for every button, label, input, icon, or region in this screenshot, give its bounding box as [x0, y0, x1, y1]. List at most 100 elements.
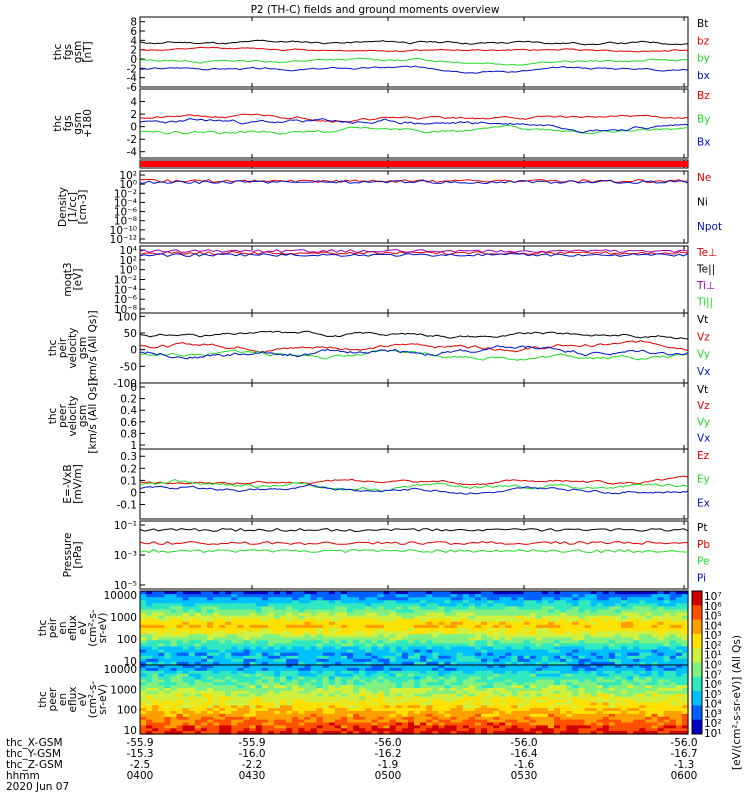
heatmap-cell — [219, 609, 226, 614]
heatmap-cell — [584, 600, 592, 604]
heatmap-cell — [645, 725, 653, 729]
heatmap-cell — [468, 615, 476, 620]
heatmap-cell — [669, 728, 677, 732]
heatmap-cell — [627, 600, 634, 604]
heatmap-cell — [322, 615, 330, 620]
heatmap-cell — [261, 665, 269, 669]
y-axis-label: (cm²-s- — [87, 681, 99, 719]
heatmap-cell — [395, 708, 403, 712]
heatmap-cell — [541, 673, 549, 678]
heatmap-cell — [529, 597, 537, 601]
heatmap-cell — [578, 624, 586, 629]
heatmap-cell — [529, 621, 537, 626]
heatmap-cell — [487, 728, 494, 732]
y-tick-label: 10⁻² — [114, 188, 137, 200]
heatmap-cell — [340, 597, 348, 601]
heatmap-cell — [523, 631, 531, 635]
heatmap-cell — [535, 673, 543, 678]
heatmap-cell — [395, 699, 403, 703]
heatmap-cell — [645, 652, 653, 657]
heatmap-cell — [505, 652, 512, 657]
heatmap-cell — [261, 731, 269, 735]
heatmap-cell — [219, 670, 226, 675]
heatmap-cell — [578, 615, 586, 620]
heatmap-cell — [426, 688, 433, 692]
heatmap-cell — [261, 600, 269, 604]
heatmap-cell — [274, 624, 281, 629]
heatmap-cell — [316, 618, 324, 623]
heatmap-cell — [280, 673, 287, 678]
heatmap-cell — [566, 728, 573, 732]
heatmap-cell — [584, 688, 592, 692]
heatmap-cell — [383, 673, 391, 678]
heatmap-cell — [225, 658, 232, 663]
heatmap-cell — [481, 725, 488, 729]
heatmap-cell — [681, 731, 689, 735]
heatmap-cell — [444, 713, 452, 718]
heatmap-cell — [657, 711, 665, 715]
heatmap-cell — [170, 637, 178, 641]
heatmap-cell — [383, 606, 391, 611]
heatmap-cell — [627, 637, 634, 641]
heatmap-cell — [176, 634, 184, 638]
heatmap-cell — [456, 673, 464, 678]
heatmap-cell — [274, 652, 281, 657]
heatmap-cell — [505, 621, 512, 626]
y-tick-label: 2 — [130, 109, 137, 121]
heatmap-cell — [365, 646, 372, 651]
heatmap-cell — [340, 670, 348, 675]
heatmap-cell — [231, 719, 238, 724]
heatmap-cell — [541, 713, 549, 718]
heatmap-cell — [645, 646, 653, 651]
heatmap-cell — [292, 618, 299, 623]
heatmap-cell — [517, 652, 525, 657]
heatmap-cell — [231, 665, 238, 669]
heatmap-cell — [590, 649, 598, 654]
heatmap-cell — [663, 640, 671, 644]
heatmap-cell — [505, 612, 512, 617]
heatmap-cell — [316, 699, 324, 703]
heatmap-cell — [426, 667, 433, 672]
heatmap-cell — [499, 676, 506, 680]
heatmap-cell — [474, 711, 482, 715]
heatmap-cell — [554, 702, 561, 706]
heatmap-cell — [675, 631, 683, 635]
heatmap-cell — [523, 624, 531, 629]
heatmap-cell — [231, 612, 238, 617]
heatmap-cell — [152, 594, 159, 598]
heatmap-cell — [225, 643, 232, 648]
heatmap-cell — [681, 696, 689, 701]
heatmap-cell — [432, 667, 439, 672]
heatmap-cell — [511, 658, 519, 663]
heatmap-cell — [584, 711, 592, 715]
heatmap-cell — [340, 702, 348, 706]
heatmap-cell — [633, 699, 640, 703]
heatmap-cell — [681, 661, 689, 666]
heatmap-cell — [414, 670, 421, 675]
heatmap-cell — [267, 708, 275, 712]
y-axis-label: (cm²-s- — [87, 609, 99, 647]
heatmap-cell — [322, 728, 330, 732]
heatmap-cell — [481, 634, 488, 638]
heatmap-cell — [407, 731, 415, 735]
heatmap-cell — [499, 685, 506, 689]
heatmap-cell — [200, 719, 208, 724]
heatmap-cell — [657, 696, 665, 701]
heatmap-cell — [243, 594, 251, 598]
heatmap-cell — [523, 615, 531, 620]
heatmap-cell — [554, 731, 561, 735]
heatmap-cell — [298, 699, 305, 703]
heatmap-cell — [389, 643, 397, 648]
heatmap-cell — [608, 631, 616, 635]
legend-Pe: Pe — [697, 556, 709, 568]
heatmap-cell — [414, 719, 421, 724]
heatmap-cell — [608, 685, 616, 689]
heatmap-cell — [450, 628, 458, 632]
heatmap-cell — [170, 716, 178, 721]
heatmap-cell — [657, 708, 665, 712]
heatmap-cell — [316, 693, 324, 698]
heatmap-cell — [596, 655, 604, 660]
heatmap-cell — [328, 705, 336, 709]
heatmap-cell — [675, 690, 683, 695]
heatmap-cell — [414, 655, 421, 660]
